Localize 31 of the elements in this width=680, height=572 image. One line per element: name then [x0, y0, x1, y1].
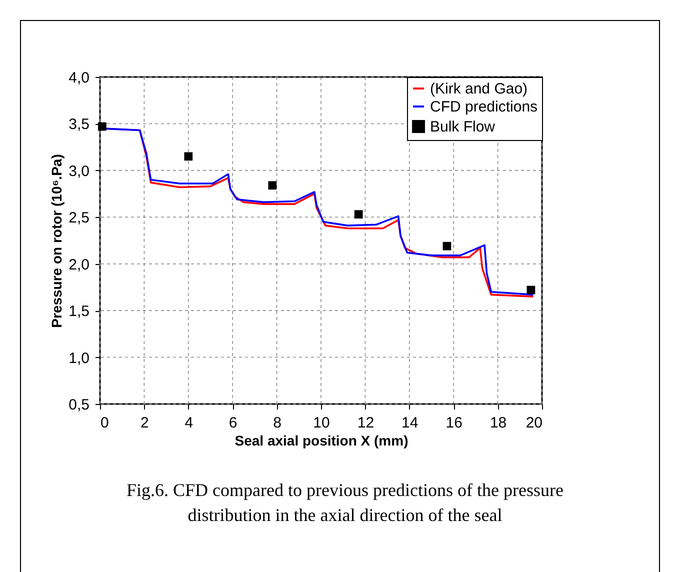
legend-label: CFD predictions [430, 98, 538, 116]
y-tick-label: 0,5 [68, 396, 90, 414]
x-tick-label: 16 [446, 414, 462, 432]
point [526, 286, 536, 294]
point [442, 242, 452, 250]
x-tick-label: 2 [140, 414, 149, 432]
point [184, 152, 193, 161]
x-tick-label: 14 [402, 414, 418, 432]
x-tick-label: 18 [490, 414, 507, 432]
x-tick-label: 6 [228, 414, 238, 432]
x-tick-label: 8 [273, 414, 282, 432]
x-tick-label: 4 [184, 414, 194, 432]
y-tick-label: 2,0 [68, 256, 90, 274]
legend-label: (Kirk and Gao) [430, 80, 528, 98]
y-tick-label: 2,5 [68, 210, 90, 227]
x-tick-label: 10 [313, 414, 330, 432]
y-tick-label: 1,5 [68, 303, 90, 320]
x-tick-label: 0 [100, 414, 109, 432]
y-tick-label: 4,0 [68, 70, 90, 86]
x-tick-label: 20 [526, 414, 542, 432]
y-axis-title: Pressure on rotor (10⁶.Pa) [48, 154, 65, 328]
legend-label: Bulk Flow [430, 118, 496, 136]
point [354, 210, 363, 219]
x-axis-title: Seal axial position X (mm) [234, 432, 408, 448]
x-tick-label: 12 [357, 414, 374, 432]
y-tick-label: 1,0 [68, 350, 90, 367]
y-tick-label: 3,0 [68, 162, 90, 180]
point [98, 122, 106, 131]
point [268, 181, 277, 190]
caption: Fig.6. CFD compared to previous predictions of the pressure distribution in the axial direction of the seal [126, 479, 564, 527]
y-tick-label: 3,5 [68, 116, 90, 134]
